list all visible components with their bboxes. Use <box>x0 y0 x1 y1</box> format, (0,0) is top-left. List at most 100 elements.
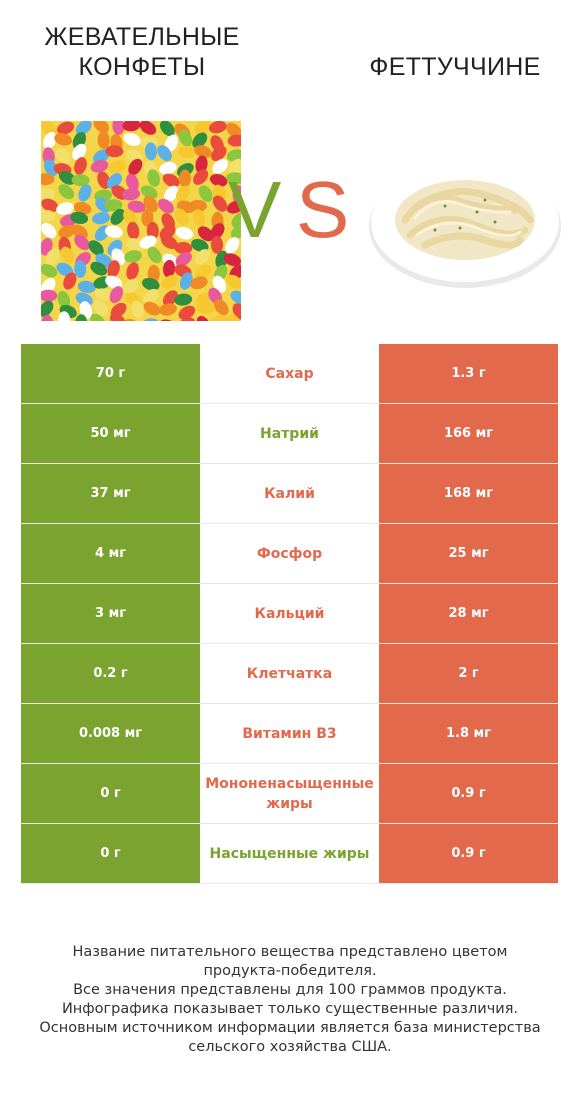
jelly-bean-shape <box>41 188 55 201</box>
jelly-bean-shape <box>126 262 139 280</box>
footer-note: Название питательного вещества представл… <box>10 943 570 1057</box>
jelly-bean-shape <box>126 173 139 192</box>
jelly-bean-shape <box>157 145 172 162</box>
comparison-table: 70 г Сахар 1.3 г 50 мг Натрий 166 мг 37 мг Кали… <box>21 344 558 884</box>
right-value-cell: 0.9 г <box>379 764 558 823</box>
jelly-bean-shape <box>122 278 140 294</box>
jelly-bean-shape <box>131 300 144 319</box>
jelly-bean-shape <box>164 185 179 202</box>
jelly-bean-shape <box>178 169 191 188</box>
footer-line: Название питательного вещества представл… <box>72 944 508 960</box>
jelly-bean-shape <box>90 313 106 321</box>
jelly-bean-shape <box>104 225 123 238</box>
jelly-bean-shape <box>41 314 54 321</box>
jelly-bean-shape <box>58 171 76 185</box>
jelly-bean-shape <box>226 149 241 162</box>
footer-line: Основным источником информации является … <box>39 1020 541 1036</box>
right-value-cell: 1.3 г <box>379 344 558 403</box>
jelly-bean-shape <box>58 184 75 200</box>
right-product-title: ФЕТТУЧЧИНЕ <box>369 53 541 81</box>
jelly-bean-shape <box>56 121 75 135</box>
jelly-bean-shape <box>70 211 89 224</box>
jelly-bean-shape <box>56 202 74 215</box>
jelly-bean-shape <box>196 315 211 321</box>
fettuccine-image <box>369 162 561 288</box>
jelly-bean-shape <box>74 260 87 278</box>
jelly-bean-shape <box>231 212 241 228</box>
table-row: 0 г Насыщенные жиры 0.9 г <box>21 824 558 884</box>
jelly-bean-shape <box>190 276 208 290</box>
jelly-bean-shape <box>157 198 174 214</box>
jelly-bean-shape <box>127 200 146 213</box>
jelly-bean-shape <box>88 240 104 256</box>
jelly-bean-shape <box>226 313 241 321</box>
jelly-bean-shape <box>71 174 90 187</box>
jelly-bean-shape <box>72 143 87 161</box>
jelly-bean-shape <box>45 248 60 266</box>
table-row: 0 г Мононенасыщенные жиры 0.9 г <box>21 764 558 824</box>
jelly-bean-shape <box>175 226 194 240</box>
jelly-bean-shape <box>139 235 157 249</box>
jelly-bean-shape <box>105 145 124 158</box>
jelly-bean-shape <box>122 188 141 201</box>
jelly-bean-shape <box>226 122 241 138</box>
jelly-bean-shape <box>147 246 162 264</box>
jelly-bean-shape <box>63 272 77 290</box>
left-value-cell: 3 мг <box>21 584 200 643</box>
left-value-cell: 0.008 мг <box>21 704 200 763</box>
jelly-bean-shape <box>227 134 241 147</box>
jelly-bean-shape <box>194 249 211 265</box>
jelly-bean-shape <box>123 132 141 146</box>
nutrient-label: Натрий <box>200 404 379 463</box>
jelly-bean-shape <box>92 149 110 164</box>
jelly-bean-shape <box>108 160 126 173</box>
footer-line: сельского хозяйства США. <box>188 1039 392 1055</box>
vs-v-letter: V <box>228 165 282 254</box>
jelly-bean-shape <box>122 121 141 132</box>
jelly-bean-shape <box>196 302 215 315</box>
jelly-bean-shape <box>223 253 241 267</box>
table-row: 4 мг Фосфор 25 мг <box>21 524 558 584</box>
jelly-bean-shape <box>75 292 93 306</box>
nutrient-label: Фосфор <box>200 524 379 583</box>
jelly-bean-shape <box>212 195 228 212</box>
jelly-bean-shape <box>41 198 59 212</box>
jelly-bean-shape <box>232 303 241 320</box>
left-value-cell: 0.2 г <box>21 644 200 703</box>
jelly-bean-shape <box>71 224 88 240</box>
jelly-bean-shape <box>161 274 179 290</box>
left-value-cell: 37 мг <box>21 464 200 523</box>
jelly-bean-shape <box>143 288 159 305</box>
jelly-bean-shape <box>97 171 111 189</box>
jelly-bean-shape <box>193 169 209 185</box>
jelly-bean-shape <box>179 272 193 290</box>
jelly-bean-shape <box>123 209 138 226</box>
nutrient-label: Мононенасыщенные жиры <box>200 764 379 823</box>
jelly-bean-shape <box>43 131 57 149</box>
jelly-bean-shape <box>163 259 176 278</box>
jelly-bean-shape <box>212 158 229 174</box>
jelly-bean-shape <box>228 158 241 175</box>
nutrient-label: Клетчатка <box>200 644 379 703</box>
jelly-bean-shape <box>178 145 197 158</box>
jelly-bean-shape <box>92 212 110 225</box>
jelly-bean-shape <box>144 142 157 161</box>
left-value-cell: 70 г <box>21 344 200 403</box>
jelly-bean-shape <box>225 237 240 254</box>
jelly-bean-shape <box>128 158 143 176</box>
jelly-bean-shape <box>56 262 74 277</box>
right-value-cell: 28 мг <box>379 584 558 643</box>
jelly-bean-shape <box>178 317 196 321</box>
jelly-bean-shape <box>194 145 212 158</box>
table-row: 50 мг Натрий 166 мг <box>21 404 558 464</box>
jelly-bean-shape <box>159 303 177 316</box>
footer-line: продукта-победителя. <box>203 963 377 979</box>
jelly-bean-shape <box>41 263 58 278</box>
jelly-bean-shape <box>41 173 55 186</box>
right-value-cell: 168 мг <box>379 464 558 523</box>
jelly-bean-shape <box>147 169 160 187</box>
jelly-bean-shape <box>126 238 144 251</box>
jelly-bean-shape <box>192 132 208 149</box>
jelly-bean-shape <box>211 145 227 162</box>
jelly-bean-shape <box>174 208 189 226</box>
